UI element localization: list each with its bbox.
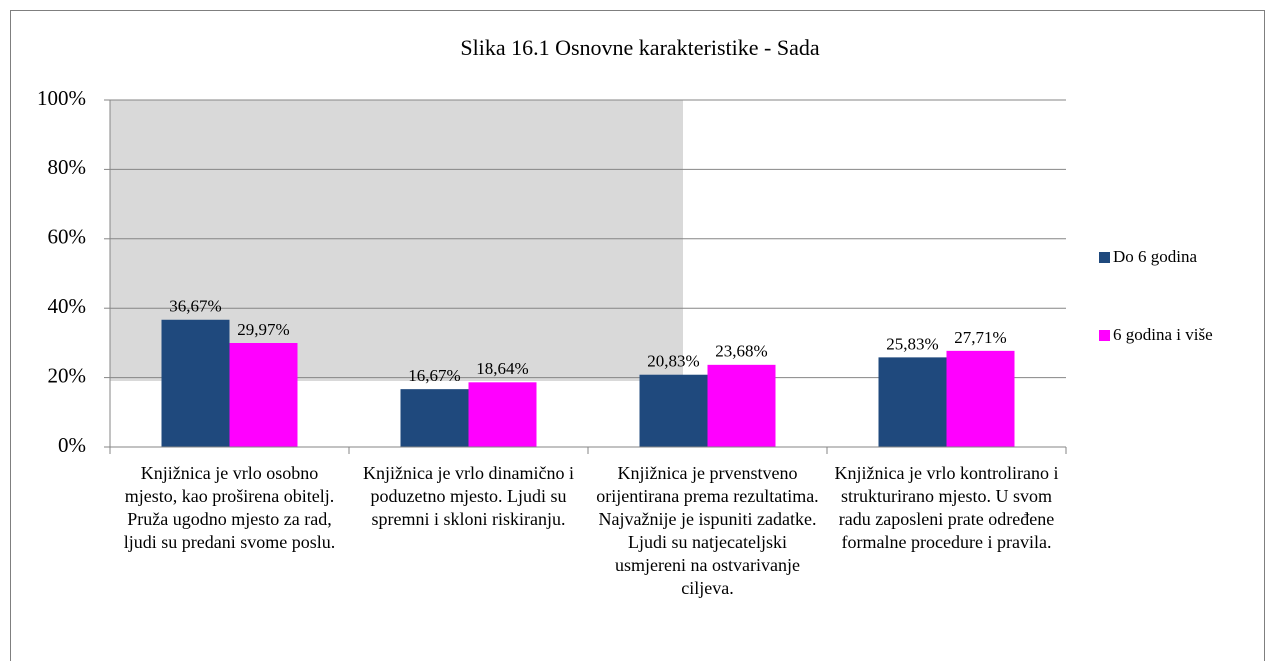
bar [400,389,469,447]
data-label: 27,71% [954,328,1006,347]
y-tick-label: 100% [37,86,86,110]
y-tick-label: 80% [48,155,87,179]
x-tick-label: Knjižnica je vrlo dinamično i poduzetno … [363,463,574,529]
data-label: 18,64% [476,359,528,378]
data-label: 16,67% [408,366,460,385]
data-label: 23,68% [715,342,767,361]
data-label: 20,83% [647,352,699,371]
bar [639,374,708,447]
y-tick-label: 60% [48,225,87,249]
y-tick-label: 40% [48,294,87,318]
legend-label: 6 godina i više [1113,325,1213,344]
data-label: 36,67% [169,297,221,316]
bar [468,382,537,447]
x-tick-label: Knjižnica je vrlo osobno mjesto, kao pro… [123,463,336,552]
bar [707,364,776,447]
x-tick-label: Knjižnica je prvenstveno orijentirana pr… [596,463,819,598]
data-label: 25,83% [886,334,938,353]
y-tick-label: 20% [48,363,87,387]
bar [229,343,298,447]
bar [878,357,947,447]
legend-swatch [1099,330,1110,341]
chart-title: Slika 16.1 Osnovne karakteristike - Sada [460,35,819,60]
bar [161,319,230,447]
legend-label: Do 6 godina [1113,247,1198,266]
bar [946,350,1015,447]
y-tick-label: 0% [58,433,86,457]
data-label: 29,97% [237,320,289,339]
legend-swatch [1099,252,1110,263]
x-tick-label: Knjižnica je vrlo kontrolirano i struktu… [834,463,1059,552]
